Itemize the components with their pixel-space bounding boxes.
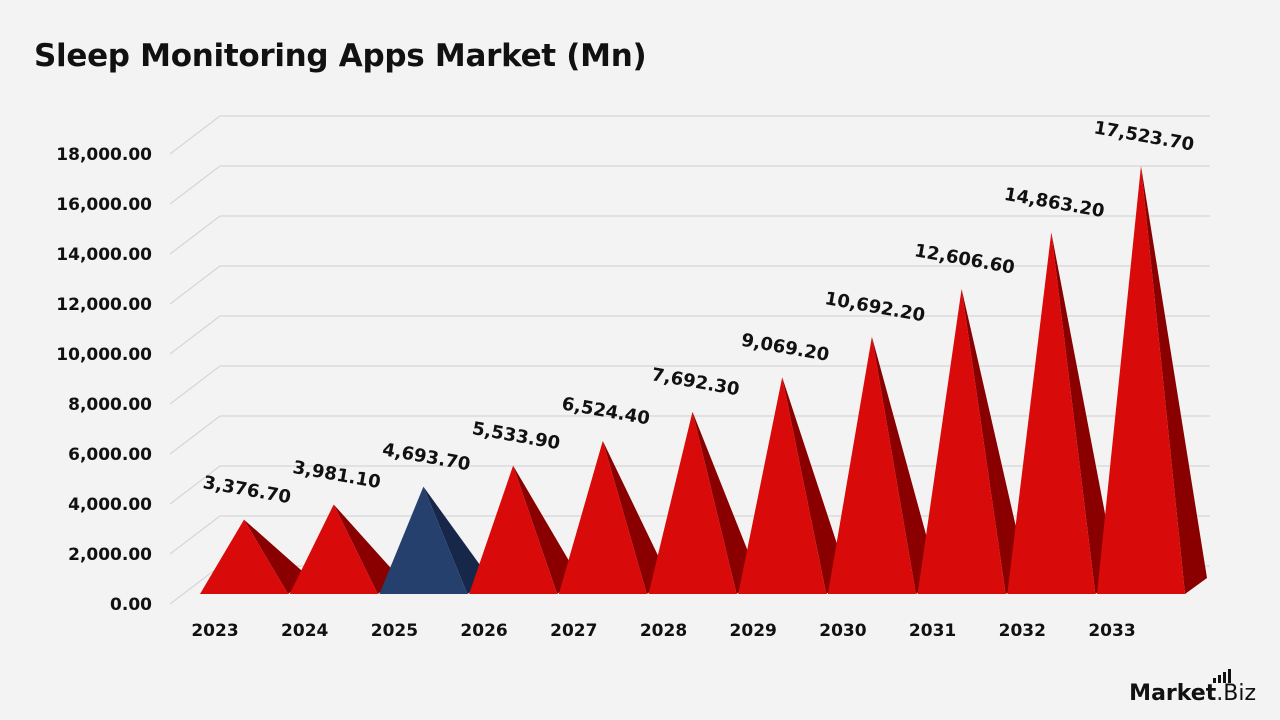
grid-line [169, 365, 1210, 405]
bar-2032 [1007, 232, 1118, 595]
bar-2026 [469, 465, 580, 594]
y-tick-label: 6,000.00 [68, 445, 152, 465]
y-tick-label: 18,000.00 [56, 145, 152, 165]
x-tick-label: 2031 [909, 621, 956, 641]
bar-side-face [333, 504, 400, 594]
value-label: 4,693.70 [381, 439, 472, 475]
bar-side-face [602, 440, 669, 594]
grid-lines [169, 115, 1210, 605]
bar-front-face [917, 288, 1006, 594]
x-tick-label: 2026 [460, 621, 507, 641]
bar-front-face [289, 504, 378, 594]
bar-side-face [692, 411, 759, 594]
bar-side-face [961, 288, 1028, 594]
x-tick-label: 2027 [550, 621, 597, 641]
x-tick-label: 2024 [281, 621, 328, 641]
bar-front-face [200, 519, 288, 594]
x-tick-label: 2033 [1088, 621, 1135, 641]
x-tick-label: 2030 [819, 621, 866, 641]
bar-front-face [648, 411, 737, 594]
bar-front-face [738, 377, 827, 594]
bar-2024 [289, 504, 400, 594]
bar-2033 [1097, 165, 1207, 594]
bar-side-face [244, 519, 310, 594]
bar-side-face [782, 377, 849, 594]
value-label: 5,533.90 [470, 418, 561, 454]
y-tick-label: 2,000.00 [68, 545, 152, 565]
bar-2028 [648, 411, 759, 594]
grid-line [169, 315, 1210, 355]
value-label: 12,606.60 [913, 240, 1016, 278]
chart-title: Sleep Monitoring Apps Market (Mn) [34, 38, 647, 74]
bar-side-face [513, 465, 580, 594]
y-tick-label: 8,000.00 [68, 395, 152, 415]
x-tick-label: 2023 [191, 621, 238, 641]
y-tick-label: 10,000.00 [56, 345, 152, 365]
grid-line [169, 265, 1210, 305]
y-tick-label: 0.00 [110, 595, 152, 615]
bar-front-face [558, 440, 647, 594]
grid-line [169, 215, 1210, 255]
brand-logo: Market .Biz [1129, 669, 1256, 706]
value-label: 3,981.10 [291, 457, 382, 493]
y-tick-label: 4,000.00 [68, 495, 152, 515]
bar-2025 [379, 486, 490, 594]
brand-name-bold: Market [1129, 681, 1217, 706]
value-label: 6,524.40 [560, 393, 651, 429]
x-tick-label: 2029 [730, 621, 777, 641]
x-tick-label: 2025 [371, 621, 418, 641]
bar-front-face [379, 486, 468, 594]
brand-name-rest: .Biz [1216, 681, 1256, 706]
grid-line [169, 115, 1210, 155]
bar-side-face [1051, 232, 1118, 595]
bar-side-face [423, 486, 490, 594]
x-tick-label: 2032 [999, 621, 1046, 641]
bar-chart-icon [1213, 669, 1232, 683]
x-tick-label: 2028 [640, 621, 687, 641]
x-axis: 2023 2024 2025 2026 2027 2028 2029 2030 2031 2032… [191, 621, 1135, 641]
bar-front-face [1097, 165, 1185, 594]
bar-front-face [827, 336, 916, 594]
value-label: 9,069.20 [740, 330, 831, 366]
value-label: 3,376.70 [201, 472, 292, 508]
bar-side-face [1141, 165, 1207, 594]
y-tick-label: 16,000.00 [56, 195, 152, 215]
value-label: 17,523.70 [1092, 117, 1195, 155]
value-label: 7,692.30 [650, 364, 741, 400]
bar-2029 [738, 377, 849, 594]
bar-2031 [917, 288, 1028, 594]
bar-side-face [871, 336, 938, 594]
bar-front-face [469, 465, 558, 594]
bars [200, 165, 1207, 595]
bar-2023 [200, 519, 310, 594]
bar-2030 [827, 336, 938, 594]
grid-line [169, 165, 1210, 205]
value-label: 10,692.20 [823, 288, 926, 326]
bar-front-face [1007, 232, 1096, 595]
y-tick-label: 14,000.00 [56, 245, 152, 265]
y-axis: 0.00 2,000.00 4,000.00 6,000.00 8,000.00 10,0… [56, 145, 152, 615]
y-tick-label: 12,000.00 [56, 295, 152, 315]
bar-2027 [558, 440, 669, 594]
